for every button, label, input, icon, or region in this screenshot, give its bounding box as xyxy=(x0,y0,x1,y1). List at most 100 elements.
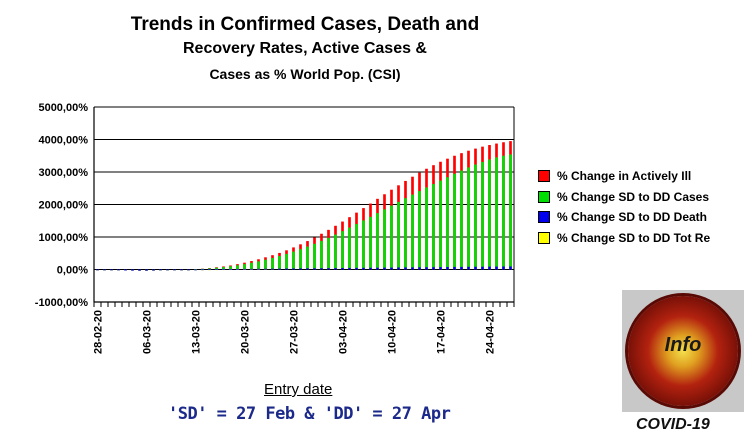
bar xyxy=(306,268,309,270)
bar xyxy=(159,269,162,271)
x-axis-label: Entry date xyxy=(264,381,333,398)
bar xyxy=(425,187,428,270)
legend-item-cases: % Change SD to DD Cases xyxy=(538,187,710,208)
legend-swatch xyxy=(538,231,550,244)
bar xyxy=(271,268,274,270)
bar xyxy=(446,267,449,270)
bar xyxy=(467,167,470,270)
bar xyxy=(502,155,505,270)
bar xyxy=(278,256,281,270)
bar xyxy=(488,159,491,270)
bar xyxy=(264,259,267,270)
bar xyxy=(292,251,295,270)
y-tick-label: -1000,00% xyxy=(35,297,88,309)
chart-title-line-1: Trends in Confirmed Cases, Death and xyxy=(130,14,480,35)
legend-swatch xyxy=(538,211,550,224)
bar xyxy=(243,264,246,270)
bar xyxy=(509,266,512,270)
legend-item-tot-re: % Change SD to DD Tot Re xyxy=(538,228,710,249)
bar xyxy=(481,266,484,270)
x-tick-label: 17-04-20 xyxy=(436,310,448,354)
bar xyxy=(215,267,218,270)
bar xyxy=(229,266,232,270)
bar xyxy=(103,269,106,271)
legend-label: % Change SD to DD Death xyxy=(557,210,708,225)
bar xyxy=(348,267,351,270)
bar xyxy=(355,224,358,270)
x-tick-label: 27-03-20 xyxy=(289,310,301,354)
bar xyxy=(376,213,379,270)
bar xyxy=(208,268,211,270)
bar xyxy=(173,269,176,271)
bar xyxy=(96,269,99,271)
bar xyxy=(453,173,456,270)
bar xyxy=(285,268,288,270)
bar xyxy=(327,237,330,270)
x-tick-label: 03-04-20 xyxy=(338,310,350,354)
bar xyxy=(243,268,246,270)
bar xyxy=(145,269,148,271)
bar xyxy=(264,268,267,270)
bar xyxy=(453,266,456,270)
virus-icon xyxy=(628,296,738,406)
bar xyxy=(320,240,323,270)
legend-item-actively-ill: % Change in Actively Ill xyxy=(538,166,710,187)
bar xyxy=(411,194,414,270)
bar xyxy=(446,177,449,270)
x-tick-label: 06-03-20 xyxy=(142,310,154,354)
date-range-footnote: 'SD' = 27 Feb & 'DD' = 27 Apr xyxy=(168,404,451,424)
bar xyxy=(257,268,260,270)
bar xyxy=(138,269,141,271)
bar xyxy=(201,269,204,271)
y-tick-label: 5000,00% xyxy=(38,102,88,114)
x-tick-label: 24-04-20 xyxy=(485,310,497,354)
bar xyxy=(432,184,435,270)
bar xyxy=(313,243,316,270)
bar xyxy=(404,267,407,270)
bar xyxy=(250,268,253,270)
bar xyxy=(222,269,225,270)
chart-title-line-3: Cases as % World Pop. (CSI) xyxy=(209,66,401,82)
y-tick-label: 0,00% xyxy=(57,265,88,277)
bar xyxy=(439,267,442,270)
x-tick-label: 28-02-20 xyxy=(93,310,105,354)
bar xyxy=(334,234,337,270)
bar xyxy=(222,267,225,270)
bar xyxy=(292,268,295,270)
bar xyxy=(110,269,113,271)
bar xyxy=(369,267,372,270)
legend-label: % Change SD to DD Tot Re xyxy=(557,230,711,245)
logo-text: Info xyxy=(664,334,702,356)
bar xyxy=(460,170,463,270)
bar xyxy=(362,267,365,270)
bar xyxy=(425,267,428,270)
bar xyxy=(460,266,463,270)
bar xyxy=(215,269,218,270)
bar xyxy=(404,198,407,270)
bar xyxy=(117,269,120,271)
bar xyxy=(348,227,351,270)
bar xyxy=(131,269,134,271)
bar xyxy=(383,267,386,270)
bar xyxy=(299,249,302,270)
bar xyxy=(306,246,309,270)
bar xyxy=(236,265,239,270)
bar xyxy=(285,253,288,270)
bar xyxy=(320,268,323,270)
bar xyxy=(355,267,358,270)
legend-swatch xyxy=(538,170,550,183)
bar xyxy=(418,267,421,270)
legend-label: % Change SD to DD Cases xyxy=(557,189,710,204)
legend-item-death: % Change SD to DD Death xyxy=(538,207,710,228)
bar xyxy=(502,266,505,270)
bar xyxy=(327,268,330,270)
bar xyxy=(439,180,442,270)
chart-title-line-2: Recovery Rates, Active Cases & xyxy=(183,40,427,57)
bar xyxy=(229,269,232,270)
bar xyxy=(474,266,477,270)
bar xyxy=(257,261,260,270)
bar xyxy=(124,269,127,271)
bar xyxy=(481,161,484,270)
covid-info-logo: Info xyxy=(622,290,744,412)
